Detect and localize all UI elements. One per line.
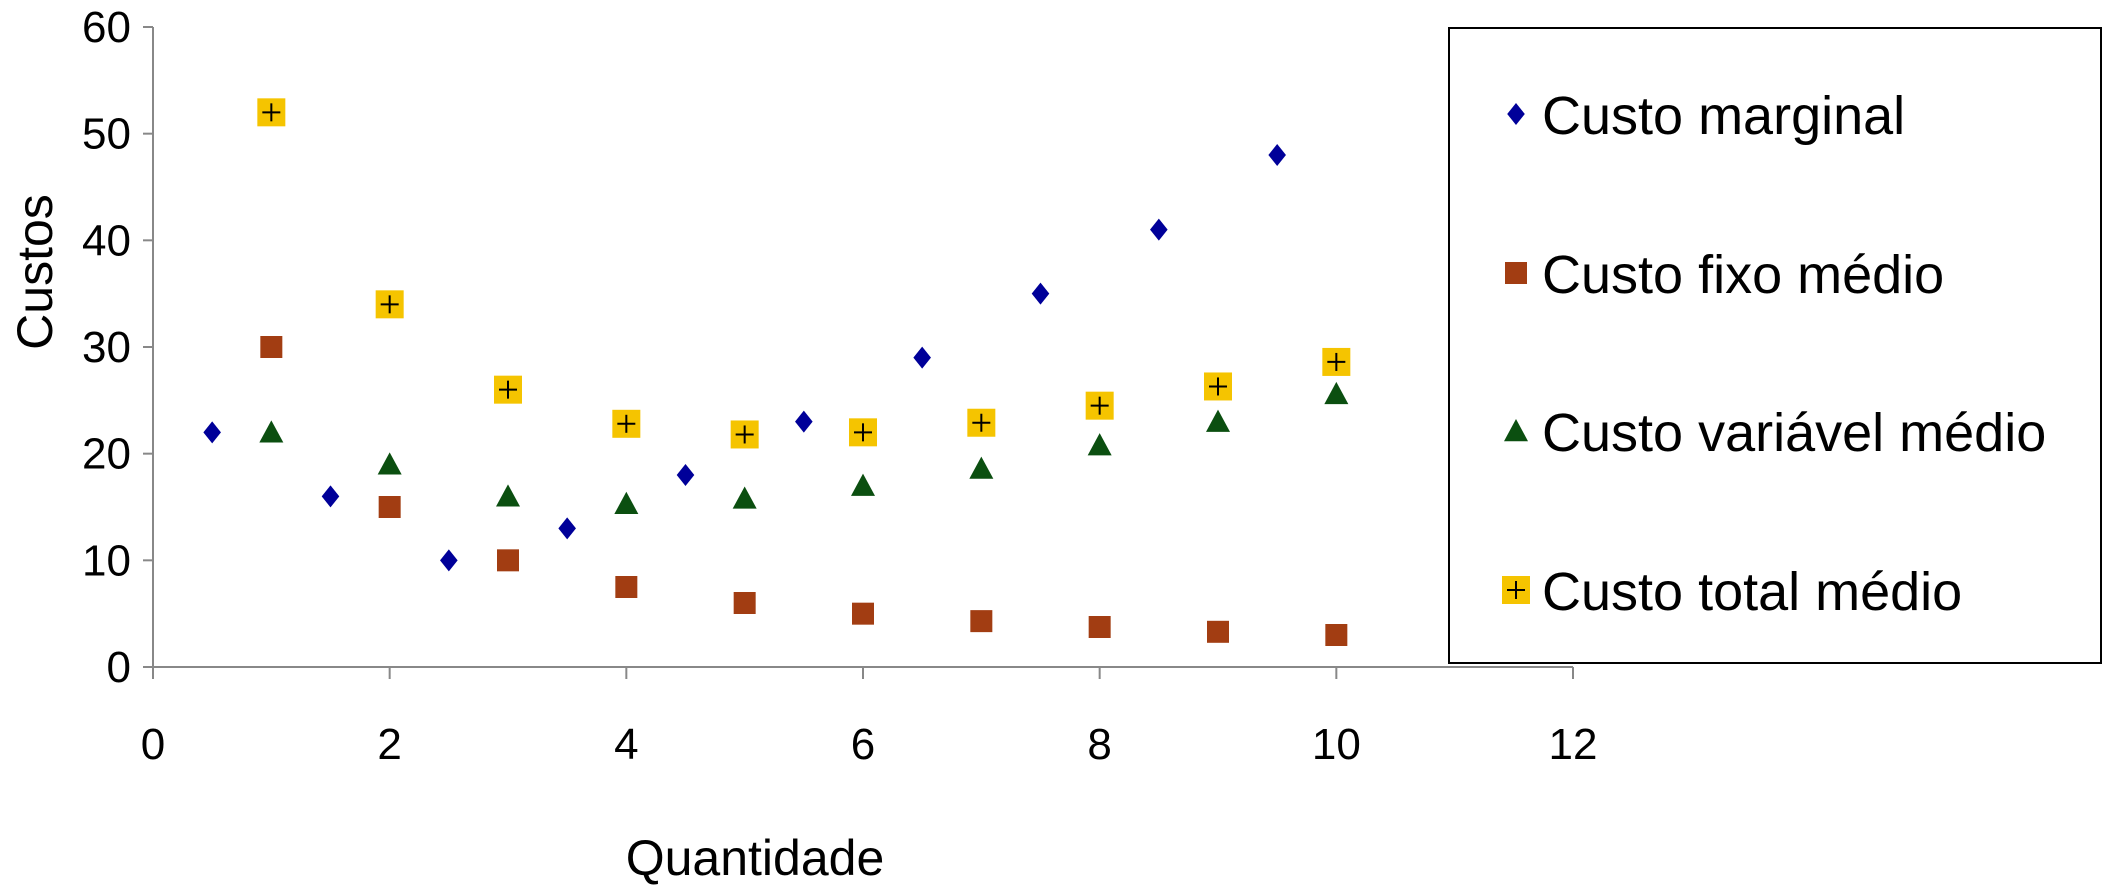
- data-point: [913, 346, 931, 369]
- x-tick-label: 0: [141, 720, 165, 769]
- data-point: [615, 576, 638, 598]
- data-point: [1207, 620, 1229, 643]
- data-point: [967, 408, 996, 437]
- x-tick-label: 6: [851, 720, 875, 769]
- legend-label: Custo variável médio: [1542, 403, 2046, 463]
- data-point: [1268, 144, 1286, 166]
- data-point: [1031, 282, 1050, 305]
- y-tick-label: 50: [82, 110, 131, 159]
- legend-marker: [1502, 576, 1530, 604]
- data-point: [969, 456, 994, 479]
- data-point: [440, 549, 458, 572]
- data-point: [970, 610, 993, 633]
- y-tick-label: 60: [82, 3, 131, 52]
- legend-entry: Custo fixo médio: [1505, 245, 1944, 305]
- data-point: [558, 517, 576, 540]
- data-point: [494, 375, 522, 404]
- y-tick-label: 40: [82, 216, 131, 265]
- legend-label: Custo fixo médio: [1542, 245, 1944, 305]
- data-point: [203, 421, 221, 444]
- x-axis-title: Quantidade: [626, 830, 885, 886]
- legend-label: Custo total médio: [1542, 562, 1962, 622]
- data-point: [614, 491, 639, 514]
- y-tick-label: 20: [82, 430, 131, 479]
- data-point: [1088, 616, 1111, 638]
- data-points: [203, 98, 1351, 646]
- legend-box: [1448, 27, 2102, 664]
- legend-entry: Custo marginal: [1507, 86, 1905, 146]
- series-4: [257, 98, 1351, 449]
- data-point: [497, 549, 519, 572]
- data-point: [1322, 347, 1351, 376]
- x-tick-label: 12: [1549, 720, 1598, 769]
- data-point: [730, 420, 759, 449]
- data-point: [375, 290, 404, 319]
- data-point: [1204, 372, 1232, 401]
- series-1: [203, 144, 1286, 572]
- data-point: [1325, 624, 1348, 646]
- legend-marker: [1507, 103, 1525, 125]
- legend-entry: Custo variável médio: [1504, 403, 2046, 463]
- data-point: [257, 98, 286, 127]
- data-point: [612, 409, 641, 438]
- data-point: [851, 473, 875, 496]
- x-tick-label: 8: [1087, 720, 1111, 769]
- series-3: [259, 381, 1349, 514]
- y-tick-label: 0: [107, 643, 131, 692]
- data-point: [377, 452, 402, 475]
- legend-marker: [1505, 262, 1527, 284]
- legend-label: Custo marginal: [1542, 86, 1905, 146]
- data-point: [378, 496, 401, 518]
- data-point: [496, 484, 520, 507]
- x-tick-label: 2: [377, 720, 401, 769]
- data-point: [732, 486, 757, 509]
- x-tick-label: 4: [614, 720, 638, 769]
- legend-marker: [1504, 419, 1528, 442]
- data-point: [1324, 381, 1349, 405]
- data-point: [260, 336, 283, 358]
- y-axis-title: Custos: [7, 194, 63, 350]
- data-point: [1087, 433, 1112, 456]
- x-tick-label: 10: [1312, 720, 1361, 769]
- data-point: [852, 602, 874, 625]
- legend: Custo marginal Custo fixo médio Custo vari…: [1448, 27, 2102, 664]
- series-2: [260, 336, 1348, 646]
- data-point: [849, 418, 877, 447]
- data-point: [733, 592, 756, 614]
- data-point: [1150, 218, 1168, 241]
- data-point: [676, 464, 695, 486]
- data-point: [795, 410, 813, 433]
- data-point: [1085, 391, 1114, 420]
- y-tick-label: 30: [82, 323, 131, 372]
- data-point: [1206, 409, 1230, 432]
- y-tick-label: 10: [82, 536, 131, 585]
- data-point: [321, 485, 340, 508]
- legend-entry: Custo total médio: [1502, 562, 1962, 622]
- axes: 0 10 20 30 40 50 60 0 2 4 6 8 10 12: [82, 3, 1597, 769]
- data-point: [259, 420, 284, 443]
